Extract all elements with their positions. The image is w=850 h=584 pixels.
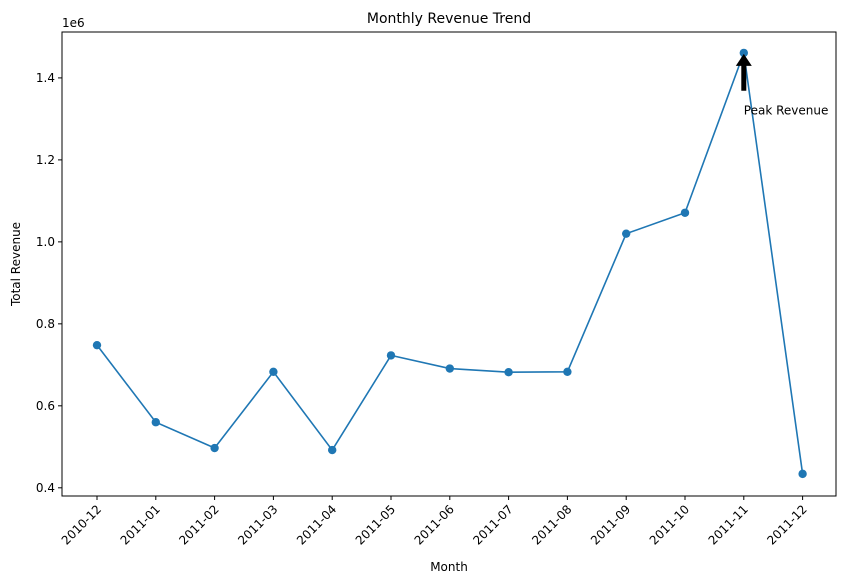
annotation-arrow bbox=[735, 53, 752, 91]
y-tick-label: 0.6 bbox=[36, 399, 55, 413]
data-point bbox=[328, 445, 337, 455]
annotation-label: Peak Revenue bbox=[744, 104, 829, 118]
axes-frame bbox=[61, 31, 837, 497]
y-offset-label: 1e6 bbox=[62, 16, 85, 30]
y-tick-label: 1.0 bbox=[36, 235, 55, 249]
y-tick-label: 1.2 bbox=[36, 153, 55, 167]
x-tick-label: 2011-11 bbox=[706, 502, 751, 547]
x-tick-label: 2011-10 bbox=[647, 502, 692, 547]
data-point bbox=[151, 418, 160, 427]
annotations: Peak Revenue bbox=[735, 53, 829, 118]
x-tick-label: 2011-04 bbox=[294, 502, 339, 547]
x-tick-label: 2011-05 bbox=[353, 502, 398, 547]
y-axis-label: Total Revenue bbox=[9, 222, 23, 307]
x-tick-label: 2011-01 bbox=[118, 502, 163, 547]
x-tick-label: 2011-12 bbox=[764, 502, 809, 547]
x-tick-label: 2011-08 bbox=[529, 502, 574, 547]
x-tick-label: 2011-09 bbox=[588, 502, 633, 547]
x-tick-label: 2011-07 bbox=[470, 502, 515, 547]
data-point bbox=[504, 368, 513, 377]
x-tick-label: 2011-02 bbox=[176, 502, 221, 547]
x-tick-label: 2010-12 bbox=[59, 502, 104, 547]
y-tick-label: 1.4 bbox=[36, 71, 55, 85]
data-point bbox=[563, 367, 572, 377]
x-tick-label: 2011-06 bbox=[412, 502, 457, 547]
y-tick-label: 0.8 bbox=[36, 317, 55, 331]
series-line bbox=[96, 52, 804, 474]
data-point bbox=[210, 443, 219, 453]
data-point bbox=[622, 229, 631, 238]
data-point bbox=[798, 469, 807, 479]
x-axis-label: Month bbox=[430, 560, 468, 574]
x-tick-label: 2011-03 bbox=[235, 502, 280, 547]
y-tick-label: 0.4 bbox=[36, 481, 55, 495]
data-point bbox=[680, 208, 690, 217]
plot-area bbox=[92, 48, 807, 479]
data-point bbox=[92, 340, 102, 350]
data-point bbox=[445, 364, 454, 373]
data-point bbox=[386, 351, 396, 360]
data-point bbox=[269, 367, 278, 377]
chart-title: Monthly Revenue Trend bbox=[367, 11, 531, 27]
data-point bbox=[739, 48, 748, 58]
ticks: 0.4 0.6 0.8 1.0 1.2 1.4 2010-12 2011-01 2011-02 2… bbox=[36, 71, 810, 548]
axes bbox=[61, 31, 837, 497]
